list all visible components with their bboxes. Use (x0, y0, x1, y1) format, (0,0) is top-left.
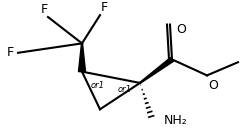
Text: O: O (208, 79, 218, 92)
Text: NH₂: NH₂ (164, 114, 188, 127)
Text: or1: or1 (118, 85, 132, 94)
Polygon shape (79, 43, 85, 72)
Polygon shape (140, 58, 173, 83)
Text: F: F (101, 1, 108, 14)
Text: or1: or1 (91, 81, 105, 90)
Text: F: F (7, 46, 14, 59)
Text: F: F (41, 3, 48, 16)
Text: O: O (176, 23, 186, 36)
